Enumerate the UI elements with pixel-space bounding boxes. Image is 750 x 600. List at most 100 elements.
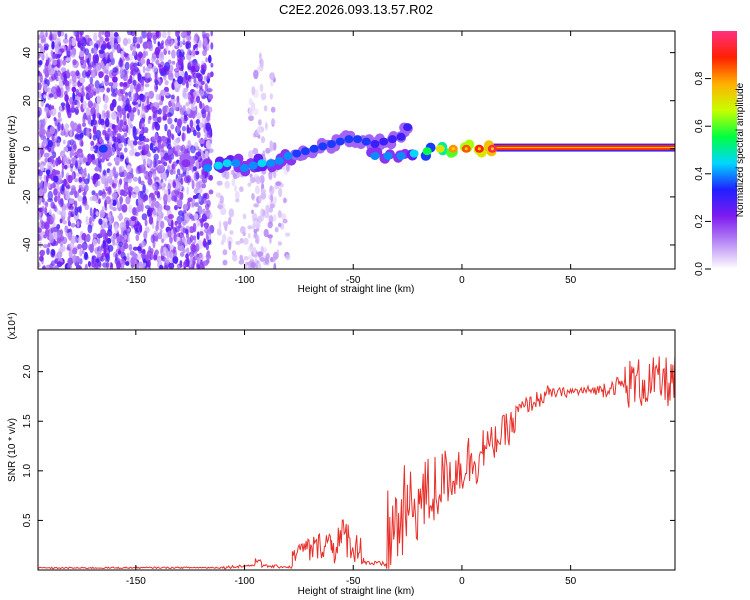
noise-point (242, 231, 246, 237)
noise-point (177, 118, 182, 127)
noise-point (142, 196, 146, 203)
noise-point (78, 176, 83, 183)
noise-point (41, 197, 45, 203)
noise-point (167, 214, 174, 219)
noise-point (270, 80, 274, 87)
noise-point (192, 235, 197, 241)
noise-point (78, 165, 82, 170)
noise-point (187, 48, 192, 56)
noise-point (64, 33, 68, 40)
noise-point (203, 228, 210, 234)
noise-point (87, 100, 94, 108)
noise-point (176, 95, 180, 103)
noise-point (59, 218, 63, 224)
noise-point (128, 91, 132, 98)
noise-point (153, 146, 158, 151)
noise-point (61, 245, 66, 252)
noise-point (116, 133, 122, 139)
noise-point (44, 206, 48, 216)
noise-point (254, 238, 259, 244)
noise-point (59, 58, 63, 67)
noise-point (172, 169, 176, 175)
noise-point (146, 209, 152, 217)
noise-point (130, 216, 137, 222)
noise-point (187, 145, 191, 152)
noise-point (189, 78, 192, 87)
noise-point (178, 173, 183, 183)
noise-point (193, 188, 199, 194)
noise-point (193, 213, 199, 221)
noise-point (199, 174, 205, 180)
noise-point (56, 251, 63, 259)
noise-point (62, 105, 65, 111)
noise-point (129, 250, 135, 256)
noise-point (87, 57, 90, 66)
noise-point (196, 112, 202, 120)
track-point (309, 144, 319, 153)
noise-point (193, 36, 198, 44)
noise-point (205, 57, 208, 63)
noise-point (265, 204, 270, 214)
noise-point (64, 188, 70, 195)
noise-point (107, 186, 112, 193)
noise-point (81, 70, 88, 78)
noise-point (112, 76, 118, 83)
noise-point (200, 64, 205, 70)
noise-point (125, 196, 131, 205)
noise-point (243, 237, 249, 245)
noise-point (136, 54, 142, 61)
noise-point (190, 145, 196, 154)
noise-point (62, 38, 69, 44)
noise-point (64, 164, 68, 170)
noise-point (269, 72, 275, 81)
noise-point (132, 45, 136, 52)
track-point (98, 144, 108, 153)
noise-point (49, 126, 55, 135)
noise-point (102, 129, 107, 136)
noise-point (169, 169, 174, 175)
noise-point (270, 194, 274, 203)
noise-point (205, 234, 209, 241)
noise-point (189, 119, 194, 128)
noise-point (117, 200, 121, 209)
noise-point (132, 246, 138, 251)
noise-point (87, 84, 92, 93)
noise-point (185, 31, 191, 36)
noise-point (199, 121, 203, 129)
x-tick-label: -100 (235, 576, 255, 587)
noise-point (119, 81, 124, 87)
noise-point (171, 60, 176, 65)
noise-point (95, 211, 100, 217)
noise-point (120, 154, 125, 160)
noise-point (111, 80, 118, 89)
noise-point (72, 80, 78, 87)
noise-point (140, 180, 145, 186)
noise-point (120, 135, 125, 143)
noise-point (67, 216, 71, 223)
noise-point (117, 187, 121, 196)
noise-point (94, 166, 101, 172)
track-point (353, 135, 363, 144)
noise-point (92, 145, 99, 150)
track-point (318, 142, 328, 151)
noise-point (130, 256, 136, 266)
noise-point (100, 229, 107, 237)
noise-point (269, 93, 273, 100)
noise-point (47, 147, 51, 152)
noise-point (121, 94, 125, 102)
noise-point (38, 233, 41, 242)
noise-point (56, 261, 63, 268)
noise-point (179, 251, 185, 257)
noise-point (72, 59, 77, 66)
x-tick-label: -150 (126, 275, 146, 286)
noise-point (95, 103, 100, 112)
noise-point (81, 122, 87, 128)
noise-point (202, 49, 207, 57)
noise-point (168, 70, 174, 78)
noise-point (285, 232, 291, 237)
noise-point (209, 224, 215, 234)
track-point (248, 161, 258, 170)
noise-point (60, 197, 64, 207)
noise-point (62, 59, 67, 66)
noise-point (169, 133, 174, 139)
